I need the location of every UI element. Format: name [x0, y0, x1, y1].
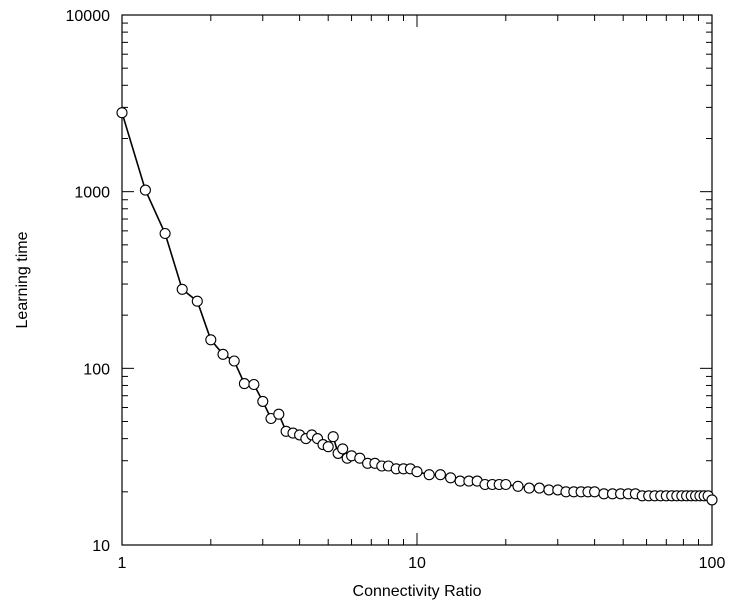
data-point [238, 378, 250, 390]
data-point [706, 494, 718, 506]
data-point [445, 472, 457, 484]
data-point [176, 283, 188, 295]
data-point [512, 480, 524, 492]
data-point [217, 348, 229, 360]
x-tick-label: 10 [408, 555, 426, 572]
data-point [248, 378, 260, 391]
data-point [423, 469, 435, 481]
plot-frame [121, 14, 713, 546]
data-point [500, 478, 512, 491]
x-axis-label: Connectivity Ratio [353, 583, 482, 600]
data-point [533, 482, 545, 494]
data-point [327, 431, 339, 443]
data-point [205, 334, 217, 346]
data-point [322, 441, 334, 453]
data-point [159, 227, 171, 240]
data-point [257, 395, 269, 407]
data-point [434, 469, 446, 481]
y-tick-label: 10000 [66, 8, 111, 25]
y-axis-label: Learning time [14, 231, 31, 328]
data-point [191, 295, 203, 307]
data-point [228, 355, 240, 367]
y-tick-label: 100 [83, 361, 110, 378]
data-point [116, 107, 128, 119]
x-tick-label: 1 [118, 555, 127, 572]
data-point [273, 408, 285, 420]
data-point [523, 482, 535, 494]
y-tick-label: 10 [92, 538, 110, 555]
data-point [411, 466, 423, 478]
x-tick-label: 100 [699, 555, 726, 572]
data-point [139, 184, 151, 196]
data-point [337, 443, 349, 455]
data-point [589, 486, 601, 498]
series-line [121, 112, 713, 501]
data-point [354, 452, 366, 464]
plot-area: 10 100 1000 10000 1 10 100 [66, 8, 726, 572]
y-tick-label: 1000 [74, 185, 110, 202]
